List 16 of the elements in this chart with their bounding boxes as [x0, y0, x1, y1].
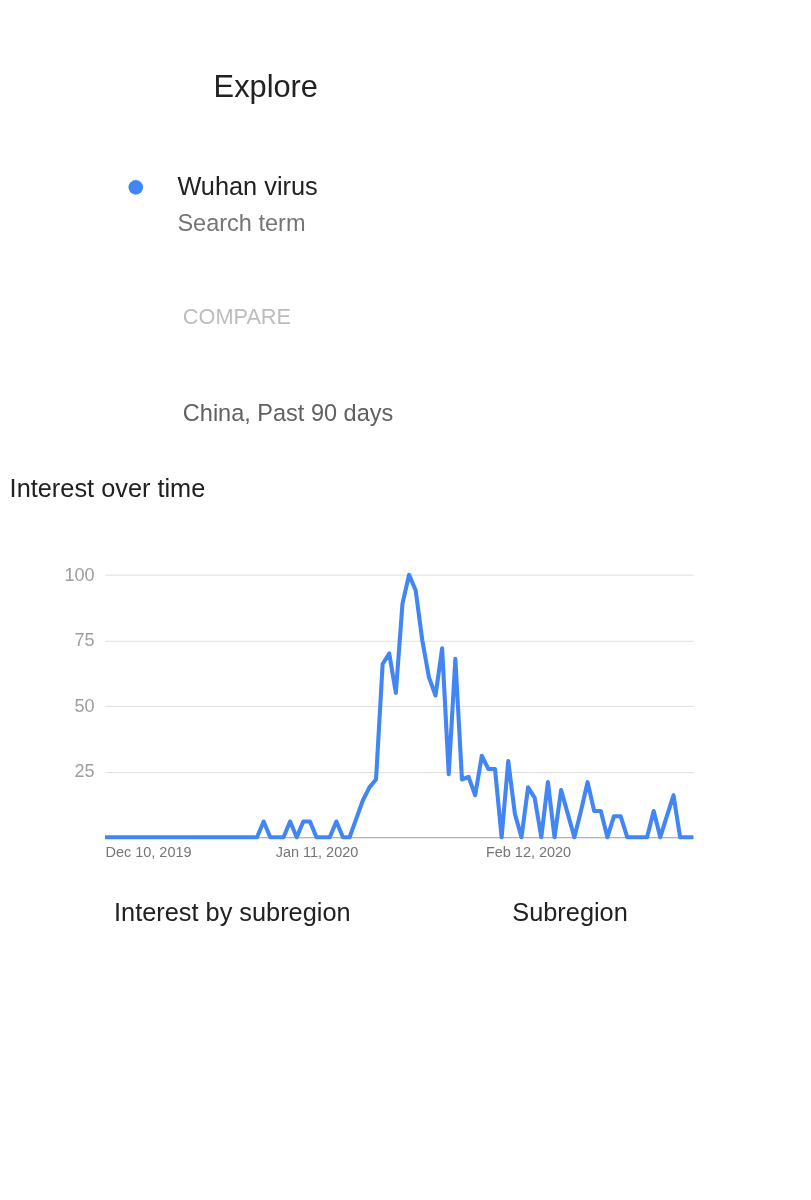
text: Search term	[177, 209, 306, 236]
text: Explore	[213, 68, 318, 104]
y-tick-label: 25	[74, 761, 95, 782]
legend-label: Wuhan virus	[177, 171, 318, 200]
y-tick-label: 100	[64, 564, 95, 585]
line-series	[102, 572, 696, 840]
y-tick-label: 75	[74, 630, 95, 651]
text: China, Past 90 days	[182, 399, 394, 426]
x-tick-label: Dec 10, 2019	[105, 843, 192, 860]
x-tick-label: Jan 11, 2020	[275, 843, 359, 860]
chart-title: Interest over time	[9, 473, 206, 502]
text: Interest by subregion	[114, 897, 351, 926]
x-tick-label: Feb 12, 2020	[485, 843, 572, 860]
y-tick-label: 50	[74, 695, 95, 716]
text: COMPARE	[182, 304, 292, 330]
text: Subregion	[512, 897, 628, 926]
